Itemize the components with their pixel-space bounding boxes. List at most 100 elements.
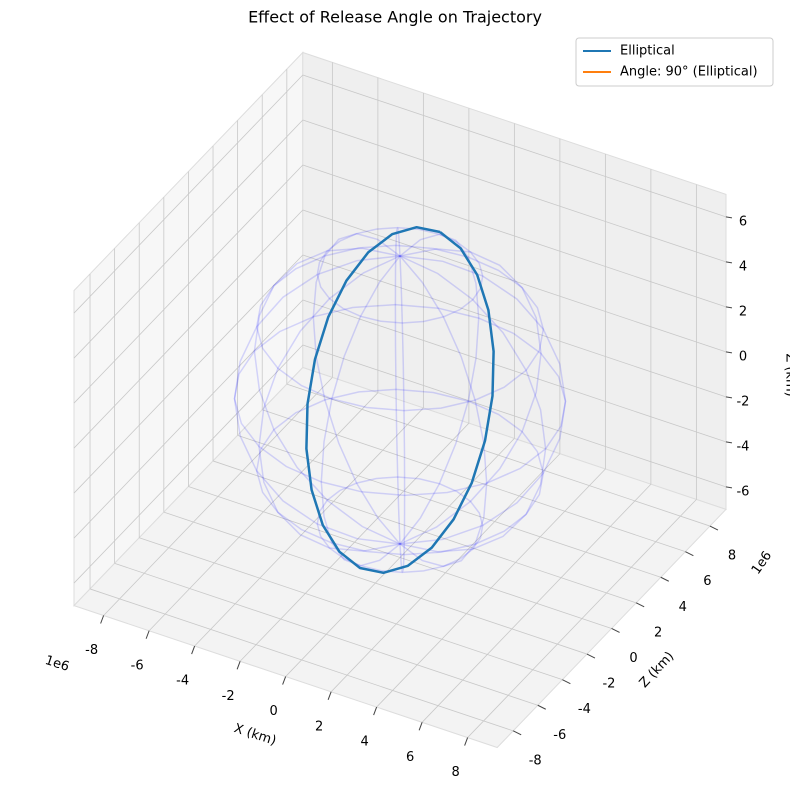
- x-tick-label: 2: [315, 719, 323, 734]
- z-tick: [725, 261, 733, 264]
- grid-line: [302, 254, 727, 398]
- legend-label: Elliptical: [620, 44, 675, 59]
- x-tick: [282, 676, 287, 685]
- z-tick: [725, 216, 733, 219]
- y-tick-label: 8: [728, 549, 736, 564]
- x-tick: [191, 645, 196, 655]
- grid-line: [73, 209, 304, 449]
- sphere-parallel: [255, 388, 545, 556]
- sphere-parallel: [316, 476, 484, 574]
- x-tick: [145, 630, 150, 639]
- z-axis-label: Z (km): [783, 353, 790, 396]
- x-tick-label: -2: [222, 689, 235, 704]
- x-tick-label: 6: [406, 750, 414, 765]
- z-tick-label: -6: [736, 484, 749, 499]
- z-tick: [725, 306, 733, 309]
- y-tick-label: 2: [654, 625, 662, 640]
- sphere-meridian: [253, 247, 401, 545]
- sphere-meridian: [399, 255, 406, 573]
- legend-label: Angle: 90° (Elliptical): [620, 65, 758, 80]
- y-tick: [611, 628, 620, 633]
- y-offset: 1e6: [749, 549, 775, 578]
- sphere-meridian: [399, 233, 480, 545]
- z-tick: [725, 351, 733, 354]
- grid-line: [302, 119, 727, 263]
- z-tick: [725, 486, 733, 489]
- y-tick-label: 6: [703, 574, 711, 589]
- y-tick: [586, 653, 596, 659]
- chart-title: Effect of Release Angle on Trajectory: [248, 8, 542, 27]
- sphere-meridian: [233, 255, 401, 545]
- y-axis-label: Z (km): [637, 649, 678, 691]
- y-tick-label: 4: [679, 600, 687, 615]
- grid-line: [73, 164, 304, 404]
- grid-line: [286, 383, 711, 527]
- y-tick-label: -2: [602, 677, 615, 692]
- x-tick: [100, 615, 105, 624]
- z-tick: [725, 441, 733, 444]
- sphere-parallel: [233, 303, 567, 497]
- grid-line: [114, 562, 538, 706]
- grid-line: [262, 409, 686, 553]
- y-tick: [660, 576, 669, 582]
- x-tick-label: 8: [451, 765, 459, 780]
- sphere-meridian: [399, 255, 547, 553]
- grid-line: [73, 119, 304, 359]
- y-tick: [709, 525, 719, 531]
- y-tick-label: -8: [529, 753, 542, 768]
- sphere-meridian: [258, 255, 401, 552]
- sphere-meridian: [399, 255, 488, 568]
- x-tick: [327, 691, 332, 700]
- y-tick: [562, 679, 571, 685]
- x-tick: [464, 737, 469, 746]
- x-tick: [418, 722, 423, 731]
- sphere-meridian: [399, 255, 567, 545]
- z-tick: [725, 396, 733, 399]
- x-tick-label: -6: [131, 658, 144, 673]
- trajectory: [305, 225, 495, 575]
- x-tick-label: 4: [360, 735, 368, 750]
- z-tick-label: 4: [739, 259, 747, 274]
- sphere-meridian: [394, 227, 401, 545]
- legend-box: [575, 37, 774, 87]
- grid-line: [302, 344, 727, 488]
- x-tick: [373, 706, 378, 716]
- z-tick-label: -2: [736, 394, 749, 409]
- grid-line: [302, 164, 727, 308]
- grid-line: [73, 254, 304, 494]
- x-tick-label: -4: [176, 674, 189, 689]
- z-tick-label: 0: [739, 349, 747, 364]
- z-tick-label: 2: [739, 304, 747, 319]
- grid-line: [163, 511, 588, 655]
- y-tick-label: -6: [553, 728, 566, 743]
- grid-line: [302, 209, 727, 353]
- z-tick-label: -4: [736, 439, 749, 454]
- z-tick-label: 6: [739, 214, 747, 229]
- grid-line: [212, 460, 637, 604]
- grid-line: [302, 299, 727, 443]
- y-tick: [512, 730, 522, 736]
- grid-line: [73, 299, 304, 539]
- y-tick: [537, 704, 546, 710]
- grid-line: [188, 486, 612, 629]
- y-tick-label: 0: [629, 651, 637, 666]
- grid-line: [89, 588, 514, 732]
- y-tick: [685, 551, 694, 557]
- grid-line: [139, 537, 563, 681]
- sphere-meridian: [312, 232, 401, 545]
- y-tick-label: -4: [578, 702, 591, 717]
- grid-line: [73, 74, 304, 314]
- x-axis-label: X (km): [232, 721, 278, 749]
- sphere-meridian: [320, 255, 401, 567]
- x-tick-label: 0: [269, 704, 277, 719]
- sphere-parallel: [316, 226, 484, 324]
- x-offset: 1e6: [43, 653, 71, 675]
- x-tick-label: -8: [85, 643, 98, 658]
- y-tick: [635, 602, 645, 608]
- sphere-meridian: [399, 248, 542, 545]
- sphere-parallel: [255, 244, 545, 412]
- grid-line: [73, 344, 304, 584]
- grid-line: [302, 74, 727, 218]
